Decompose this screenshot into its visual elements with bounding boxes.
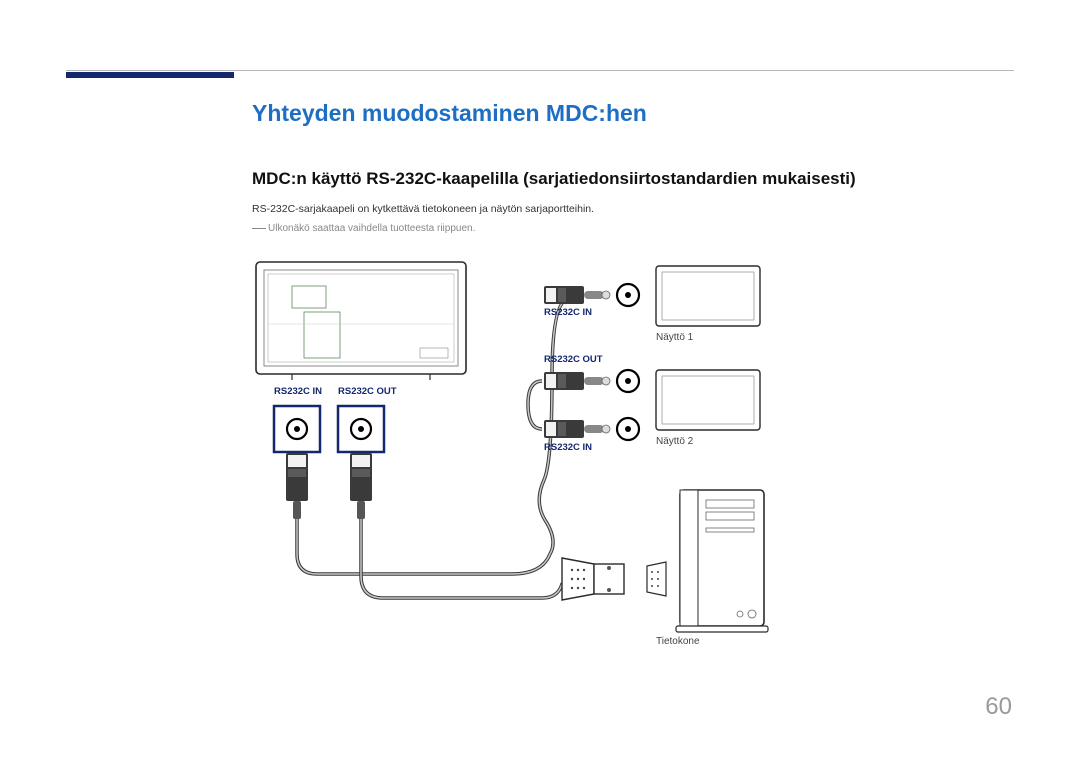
- label-rs232c-in-bot: RS232C IN: [544, 442, 592, 453]
- label-rs232c-out-left: RS232C OUT: [338, 386, 397, 397]
- label-rs232c-in-top: RS232C IN: [544, 307, 592, 318]
- body-text: RS-232C-sarjakaapeli on kytkettävä tieto…: [252, 203, 1014, 215]
- monitor-2-icon: [656, 370, 760, 430]
- serial-port-pc: [647, 562, 666, 596]
- jack-plug-left-in: [286, 453, 308, 519]
- jack-set-mid: [544, 370, 639, 392]
- monitor-1-icon: [656, 266, 760, 326]
- label-computer: Tietokone: [656, 636, 700, 647]
- computer-tower-icon: [676, 490, 768, 632]
- cable-2: [361, 519, 566, 598]
- label-rs232c-in-left: RS232C IN: [274, 386, 322, 397]
- note-text-span: Ulkonäkö saattaa vaihdella tuotteesta ri…: [268, 223, 475, 234]
- connection-diagram: RS232C IN RS232C OUT RS232C IN RS232C OU…: [252, 258, 872, 652]
- label-rs232c-out-mid: RS232C OUT: [544, 354, 603, 365]
- heading-sub: MDC:n käyttö RS-232C-kaapelilla (sarjati…: [252, 169, 1014, 189]
- accent-bar: [66, 72, 234, 78]
- label-monitor-2: Näyttö 2: [656, 436, 693, 447]
- jack-plug-left-out: [350, 453, 372, 519]
- jack-set-top: [544, 284, 639, 306]
- port-rs232c-out-left: [338, 406, 384, 452]
- port-rs232c-in-left: [274, 406, 320, 452]
- top-divider: [66, 70, 1014, 71]
- page-number: 60: [985, 693, 1012, 721]
- serial-connector-icon: [562, 558, 624, 600]
- heading-main: Yhteyden muodostaminen MDC:hen: [252, 100, 1014, 127]
- note-text: Ulkonäkö saattaa vaihdella tuotteesta ri…: [252, 223, 1014, 234]
- monitor-backpanel: [256, 262, 466, 380]
- label-monitor-1: Näyttö 1: [656, 332, 693, 343]
- content-block: Yhteyden muodostaminen MDC:hen MDC:n käy…: [252, 100, 1014, 254]
- jack-set-bot: [544, 418, 639, 440]
